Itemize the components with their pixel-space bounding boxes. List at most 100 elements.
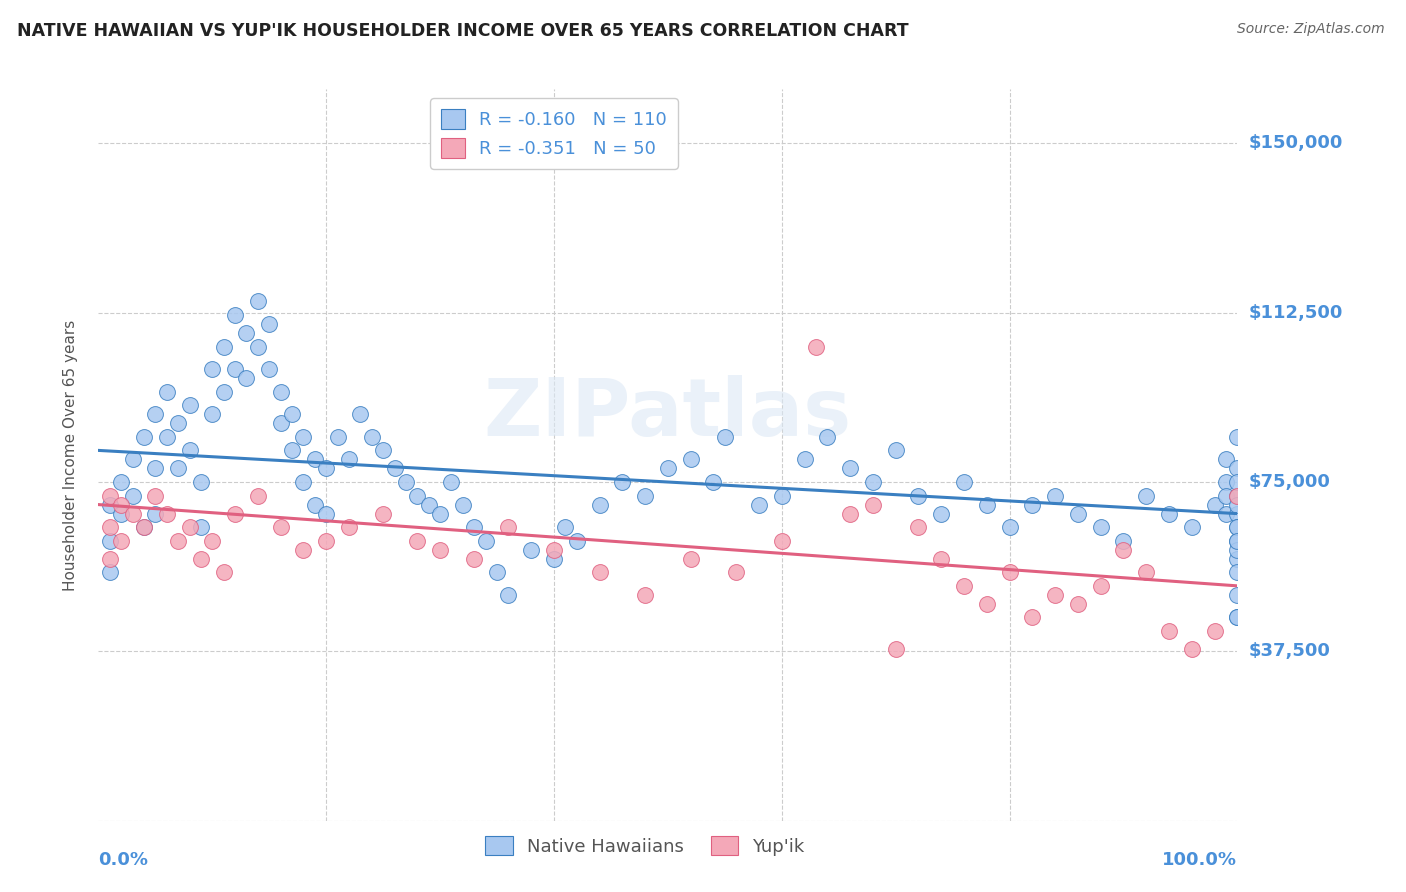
Point (315, 507, 337, 521)
Point (1021, 498, 1043, 512)
Point (121, 452, 143, 467)
Point (212, 384, 235, 399)
Point (748, 498, 770, 512)
Point (270, 384, 292, 399)
Point (326, 430, 349, 444)
Point (259, 362, 281, 376)
Point (884, 443, 907, 458)
Point (132, 430, 155, 444)
Point (474, 533, 496, 548)
Point (1157, 507, 1180, 521)
Point (110, 475, 132, 489)
Point (565, 533, 588, 548)
Point (498, 520, 520, 534)
Y-axis label: Householder Income Over 65 years: Householder Income Over 65 years (63, 319, 77, 591)
Point (657, 461, 679, 475)
Point (110, 533, 132, 548)
Point (804, 340, 827, 354)
Point (498, 588, 520, 602)
Point (714, 430, 737, 444)
Point (1067, 597, 1090, 611)
Point (929, 551, 952, 566)
Point (201, 407, 224, 421)
Point (1181, 520, 1204, 534)
Point (429, 542, 451, 557)
Point (486, 566, 509, 580)
Point (212, 340, 235, 354)
Point (1204, 624, 1226, 638)
Point (1226, 489, 1249, 503)
Point (201, 533, 224, 548)
Text: 100.0%: 100.0% (1163, 851, 1237, 869)
Point (543, 551, 565, 566)
Point (520, 542, 543, 557)
Point (1226, 507, 1249, 521)
Point (179, 520, 201, 534)
Point (304, 498, 326, 512)
Point (406, 533, 429, 548)
Point (98, 498, 121, 512)
Point (315, 533, 337, 548)
Point (793, 452, 815, 467)
Point (1226, 533, 1249, 548)
Point (998, 566, 1021, 580)
Point (1226, 533, 1249, 548)
Point (418, 498, 440, 512)
Point (292, 430, 315, 444)
Point (725, 566, 748, 580)
Point (201, 362, 224, 376)
Text: NATIVE HAWAIIAN VS YUP'IK HOUSEHOLDER INCOME OVER 65 YEARS CORRELATION CHART: NATIVE HAWAIIAN VS YUP'IK HOUSEHOLDER IN… (17, 22, 908, 40)
Point (1226, 520, 1249, 534)
Point (371, 507, 394, 521)
Point (224, 507, 246, 521)
Point (98, 533, 121, 548)
Point (1226, 520, 1249, 534)
Point (349, 407, 371, 421)
Point (145, 489, 167, 503)
Point (190, 551, 212, 566)
Point (360, 430, 382, 444)
Point (1215, 507, 1237, 521)
Point (998, 520, 1021, 534)
Point (246, 340, 269, 354)
Point (179, 398, 201, 412)
Point (839, 461, 862, 475)
Point (1043, 588, 1066, 602)
Text: Source: ZipAtlas.com: Source: ZipAtlas.com (1237, 22, 1385, 37)
Point (440, 475, 463, 489)
Point (702, 475, 724, 489)
Point (1090, 520, 1112, 534)
Point (451, 498, 474, 512)
Point (246, 294, 269, 309)
Point (145, 407, 167, 421)
Point (292, 542, 315, 557)
Text: $112,500: $112,500 (1249, 303, 1343, 322)
Point (862, 498, 884, 512)
Point (167, 461, 190, 475)
Point (588, 498, 610, 512)
Point (953, 475, 976, 489)
Point (98, 520, 121, 534)
Point (246, 489, 269, 503)
Point (270, 417, 292, 431)
Point (98, 489, 121, 503)
Point (98, 551, 121, 566)
Point (463, 551, 485, 566)
Point (634, 588, 657, 602)
Point (1215, 452, 1237, 467)
Point (384, 461, 406, 475)
Point (463, 520, 485, 534)
Point (132, 520, 155, 534)
Point (270, 520, 292, 534)
Point (110, 498, 132, 512)
Point (1226, 588, 1249, 602)
Point (1204, 498, 1226, 512)
Point (770, 533, 793, 548)
Point (190, 520, 212, 534)
Point (770, 489, 793, 503)
Point (406, 489, 429, 503)
Point (167, 417, 190, 431)
Point (1135, 566, 1157, 580)
Point (156, 430, 179, 444)
Point (281, 407, 304, 421)
